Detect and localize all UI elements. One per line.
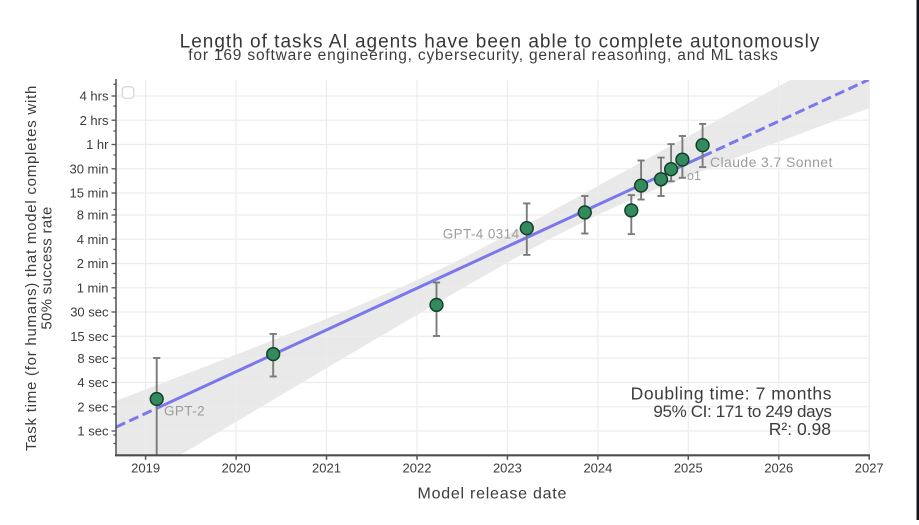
svg-text:2027: 2027: [855, 461, 884, 476]
svg-text:Task time (for humans) that mo: Task time (for humans) that model comple…: [23, 85, 40, 451]
svg-text:2 min: 2 min: [77, 256, 109, 271]
svg-text:2021: 2021: [312, 461, 341, 476]
svg-text:2023: 2023: [493, 461, 522, 476]
svg-text:o1: o1: [687, 169, 701, 183]
svg-text:4 min: 4 min: [77, 232, 109, 247]
svg-text:4 sec: 4 sec: [77, 375, 109, 390]
svg-text:1 hr: 1 hr: [86, 137, 109, 152]
svg-text:8 min: 8 min: [77, 208, 109, 223]
svg-text:2019: 2019: [131, 461, 160, 476]
svg-text:4 hrs: 4 hrs: [80, 89, 109, 104]
svg-text:8 sec: 8 sec: [77, 351, 109, 366]
svg-text:2026: 2026: [764, 461, 793, 476]
svg-text:for 169 software engineering,: for 169 software engineering, cybersecur…: [188, 47, 778, 64]
svg-text:GPT-2: GPT-2: [164, 404, 205, 419]
svg-text:R²: 0.98: R²: 0.98: [769, 419, 831, 439]
svg-text:50% success rate: 50% success rate: [39, 206, 56, 329]
svg-text:1 sec: 1 sec: [77, 424, 109, 439]
svg-text:1 min: 1 min: [77, 280, 109, 295]
svg-text:15 sec: 15 sec: [70, 329, 109, 344]
svg-text:2 sec: 2 sec: [77, 399, 109, 414]
svg-text:2 hrs: 2 hrs: [80, 113, 109, 128]
svg-text:30 sec: 30 sec: [70, 305, 109, 320]
svg-text:Claude 3.7 Sonnet: Claude 3.7 Sonnet: [710, 154, 833, 170]
svg-text:2022: 2022: [403, 461, 432, 476]
svg-text:GPT-4 0314: GPT-4 0314: [443, 227, 520, 242]
svg-text:15 min: 15 min: [69, 186, 108, 201]
svg-text:2020: 2020: [222, 461, 251, 476]
svg-text:Doubling time: 7 months: Doubling time: 7 months: [631, 384, 832, 404]
svg-text:2024: 2024: [583, 461, 612, 476]
svg-text:2025: 2025: [674, 461, 703, 476]
svg-text:30 min: 30 min: [69, 161, 108, 176]
svg-text:Model release date: Model release date: [418, 486, 568, 503]
